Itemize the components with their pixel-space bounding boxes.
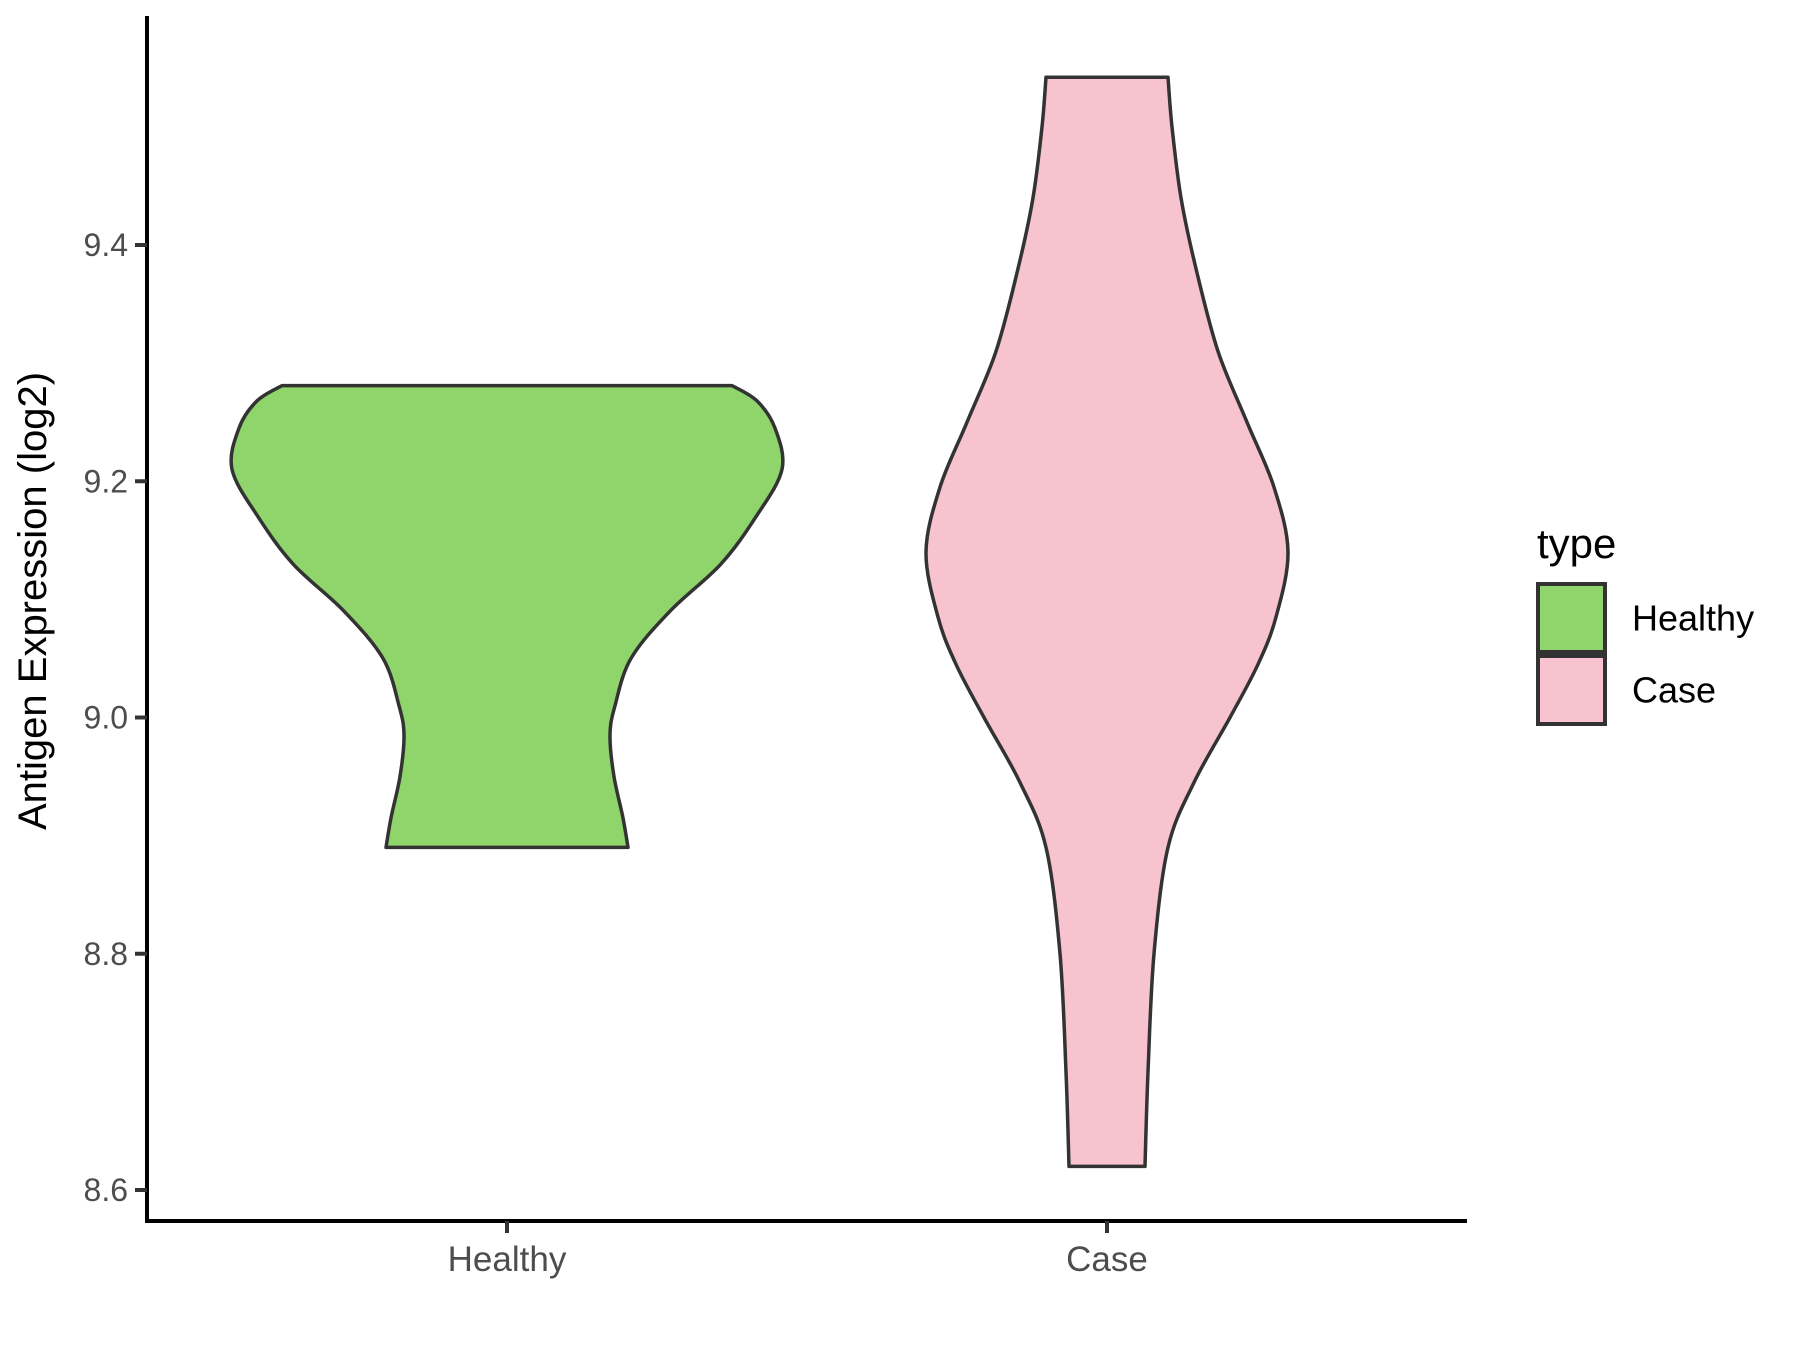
y-axis-ticks: 9.4 9.2 9.0 8.8 8.6 [84,227,147,1208]
x-tick-label: Case [1066,1240,1148,1279]
legend-title: type [1537,520,1616,567]
y-axis-title: Antigen Expression (log2) [11,372,55,830]
legend-label-case: Case [1632,670,1716,711]
y-tick-label: 9.0 [84,700,128,736]
y-tick-label: 9.4 [84,227,128,263]
legend-label-healthy: Healthy [1632,598,1754,639]
x-tick-label: Healthy [448,1240,567,1279]
y-tick-label: 8.8 [84,936,128,972]
y-tick-label: 8.6 [84,1172,128,1208]
x-axis-ticks: Healthy Case [448,1221,1148,1279]
violins-layer [229,75,1290,1169]
legend-entries: Healthy Case [1536,582,1754,726]
legend: type Healthy Case [1536,520,1754,726]
legend-key-case [1536,654,1607,726]
y-tick-label: 9.2 [84,463,128,499]
violin-case [924,75,1290,1169]
legend-key-healthy [1536,582,1607,654]
violin-healthy [229,383,785,850]
